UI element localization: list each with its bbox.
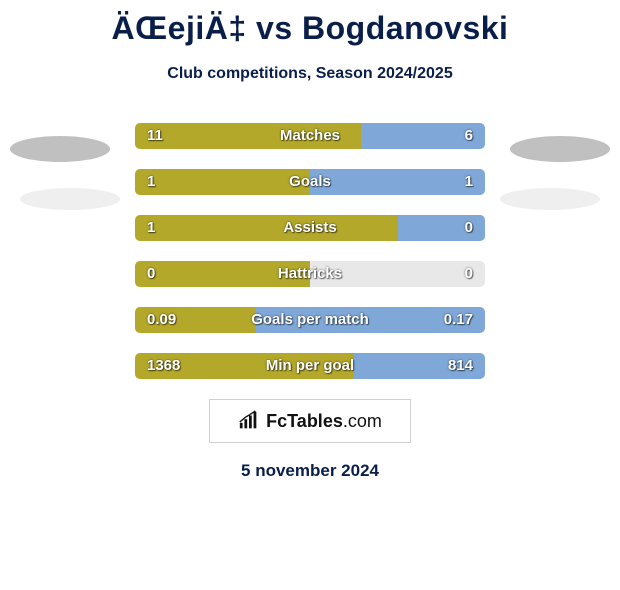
stat-value-right: 0 [465, 261, 473, 287]
stat-row: 0.09 0.17 Goals per match [135, 307, 485, 333]
logo-text: FcTables.com [266, 411, 382, 432]
stat-label: Min per goal [266, 353, 354, 379]
stat-value-right: 1 [465, 169, 473, 195]
stat-value-left: 1368 [147, 353, 180, 379]
stat-fill-right [310, 169, 485, 195]
page-title: ÄŒejiÄ‡ vs Bogdanovski [0, 10, 620, 47]
footer-date: 5 november 2024 [0, 461, 620, 481]
stat-label: Assists [283, 215, 336, 241]
stat-label: Matches [280, 123, 340, 149]
stat-value-right: 814 [448, 353, 473, 379]
logo-text-thin: .com [343, 411, 382, 431]
subtitle: Club competitions, Season 2024/2025 [0, 65, 620, 83]
stat-label: Goals [289, 169, 331, 195]
stat-value-right: 0.17 [444, 307, 473, 333]
bar-chart-icon [238, 410, 260, 432]
stat-fill-left [135, 169, 310, 195]
logo-box[interactable]: FcTables.com [209, 399, 411, 443]
decor-ellipse-right-mid [500, 188, 600, 210]
stat-row: 11 6 Matches [135, 123, 485, 149]
stat-row: 1368 814 Min per goal [135, 353, 485, 379]
decor-ellipse-left-top [10, 136, 110, 162]
stat-value-left: 0.09 [147, 307, 176, 333]
decor-ellipse-right-top [510, 136, 610, 162]
stats-rows: 116Matches11Goals10Assists00Hattricks0.0… [135, 123, 485, 379]
stat-label: Hattricks [278, 261, 342, 287]
stat-value-left: 1 [147, 215, 155, 241]
stat-row: 0 0 Hattricks [135, 261, 485, 287]
stat-fill-left [135, 215, 398, 241]
logo-text-bold: FcTables [266, 411, 343, 431]
stat-label: Goals per match [251, 307, 369, 333]
stat-value-left: 11 [147, 123, 163, 149]
stat-value-left: 0 [147, 261, 155, 287]
stat-value-right: 6 [465, 123, 473, 149]
stat-row: 1 1 Goals [135, 169, 485, 195]
stat-value-left: 1 [147, 169, 155, 195]
decor-ellipse-left-mid [20, 188, 120, 210]
stat-row: 1 0 Assists [135, 215, 485, 241]
stat-value-right: 0 [465, 215, 473, 241]
